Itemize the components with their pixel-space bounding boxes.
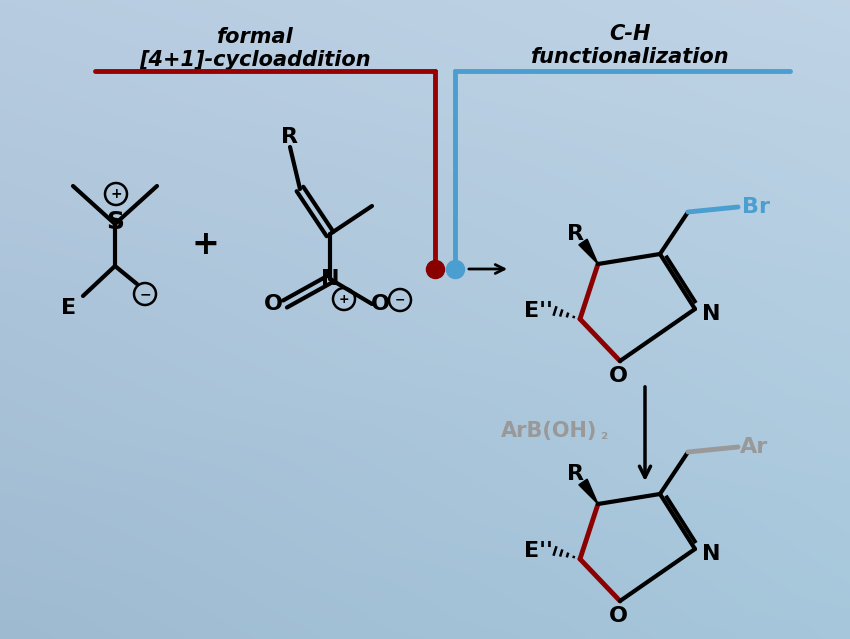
Text: Ar: Ar (740, 437, 768, 457)
Polygon shape (579, 479, 598, 504)
Text: R: R (568, 464, 585, 484)
Text: E'': E'' (524, 301, 552, 321)
Text: −: − (394, 293, 405, 307)
Text: O: O (609, 606, 627, 626)
Text: ArB(OH): ArB(OH) (501, 421, 597, 441)
Text: O: O (264, 294, 282, 314)
Text: Br: Br (742, 197, 770, 217)
Text: E: E (61, 298, 76, 318)
Text: C-H
functionalization: C-H functionalization (530, 24, 729, 67)
Text: O: O (609, 366, 627, 386)
Text: O: O (371, 294, 389, 314)
Text: formal
[4+1]-cycloaddition: formal [4+1]-cycloaddition (139, 27, 371, 70)
Text: N: N (702, 544, 720, 564)
Text: N: N (320, 269, 339, 289)
Text: R: R (568, 224, 585, 244)
Polygon shape (579, 239, 598, 264)
Text: ₂: ₂ (600, 425, 607, 443)
Text: N: N (702, 304, 720, 324)
Text: +: + (338, 293, 349, 305)
Text: S: S (106, 210, 124, 234)
Text: R: R (281, 127, 298, 147)
Text: +: + (110, 187, 122, 201)
Text: E'': E'' (524, 541, 552, 561)
Text: −: − (139, 287, 150, 301)
Text: +: + (191, 227, 219, 261)
